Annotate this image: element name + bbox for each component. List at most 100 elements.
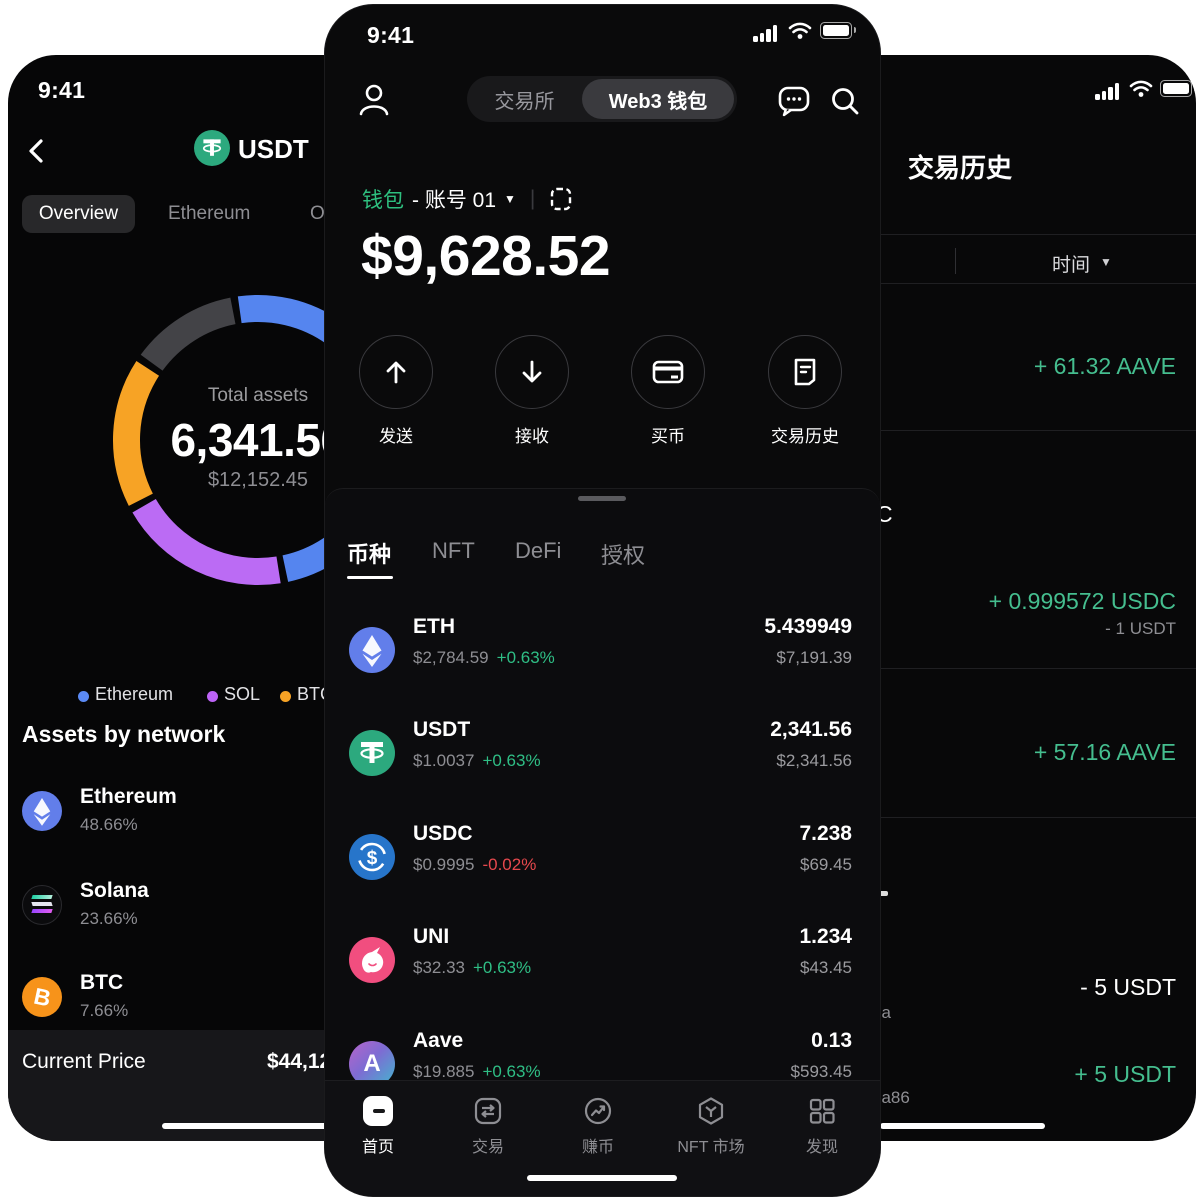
network-name[interactable]: Solana	[80, 879, 149, 902]
segment-web3-wallet[interactable]: Web3 钱包	[582, 79, 734, 119]
account-label[interactable]: - 账号 01	[412, 189, 497, 212]
donut-center-label: Total assets	[207, 385, 309, 406]
coin-value: $7,191.39	[776, 648, 852, 667]
ethereum-icon	[22, 791, 62, 831]
tx-amount[interactable]: + 61.32 AAVE	[1033, 353, 1176, 379]
usdc-icon: $	[349, 834, 395, 880]
nav-label: NFT 市场	[677, 1139, 745, 1156]
chat-icon[interactable]	[777, 85, 813, 117]
action-send[interactable]: 发送	[359, 335, 433, 447]
tab-nft[interactable]: NFT	[432, 538, 475, 563]
legend-label-btc: BTC	[297, 684, 333, 704]
coin-row-uni[interactable]: UNI $32.33 +0.63% 1.234 $43.45	[325, 908, 880, 1012]
home-indicator	[162, 1123, 408, 1129]
network-percent: 7.66%	[80, 1001, 129, 1020]
coin-symbol: USDC	[413, 822, 473, 845]
coin-symbol: USDT	[413, 718, 471, 741]
action-history[interactable]: 交易历史	[768, 335, 842, 447]
legend-label-sol: SOL	[224, 684, 261, 704]
tx-amount[interactable]: + 57.16 AAVE	[1033, 739, 1176, 765]
wifi-icon	[788, 22, 812, 40]
coin-symbol: ETH	[413, 615, 455, 638]
coin-price-line: $0.9995 -0.02%	[413, 855, 536, 875]
legend-dot-sol	[207, 691, 218, 702]
network-name[interactable]: Ethereum	[80, 785, 177, 808]
tx-amount[interactable]: + 5 USDT	[1074, 1061, 1176, 1087]
aave-icon: A	[349, 1041, 395, 1087]
tab-ethereum[interactable]: Ethereum	[168, 203, 251, 224]
legend-dot-ethereum	[78, 691, 89, 702]
coin-price-line: $2,784.59 +0.63%	[413, 648, 555, 668]
coin-row-usdt[interactable]: USDT $1.0037 +0.63% 2,341.56 $2,341.56	[325, 701, 880, 805]
segment-exchange[interactable]: 交易所	[494, 90, 555, 113]
tab-approvals[interactable]: 授权	[601, 543, 646, 568]
tab-defi[interactable]: DeFi	[515, 538, 562, 563]
network-name[interactable]: BTC	[80, 971, 124, 994]
home-indicator	[527, 1175, 677, 1181]
donut-segment-sol	[132, 498, 281, 585]
section-title: Assets by network	[22, 721, 226, 747]
nav-earn[interactable]: 赚币	[543, 1095, 653, 1157]
coin-price: $19.885	[413, 1062, 475, 1081]
home-indicator	[880, 1123, 1045, 1129]
coin-price-line: $19.885 +0.63%	[413, 1062, 541, 1082]
filter-time-caret[interactable]: ▼	[1100, 255, 1112, 269]
coin-change: +0.63%	[482, 1062, 541, 1081]
filter-time[interactable]: 时间	[1052, 255, 1091, 276]
coin-value: $593.45	[790, 1062, 852, 1081]
legend-dot-btc	[280, 691, 291, 702]
arrow-down-icon	[495, 335, 569, 409]
nav-nft-market[interactable]: NFT 市场	[656, 1095, 766, 1157]
coin-price: $0.9995	[413, 855, 475, 874]
coin-row-usdc[interactable]: $ USDC $0.9995 -0.02% 7.238 $69.45	[325, 805, 880, 909]
donut-center-value: 6,341.56	[170, 414, 346, 466]
nav-trade[interactable]: 交易	[433, 1095, 543, 1157]
nav-label: 首页	[361, 1139, 394, 1156]
active-tab-underline	[347, 576, 393, 579]
card-icon	[631, 335, 705, 409]
scan-icon[interactable]	[549, 186, 573, 212]
tx-address-partial: ba86	[872, 1088, 910, 1107]
home-icon	[325, 1095, 433, 1127]
coin-amount: 2,341.56	[770, 718, 852, 741]
nav-home[interactable]: 首页	[325, 1095, 433, 1157]
donut-segment-other	[140, 297, 236, 371]
tx-amount[interactable]: + 0.999572 USDC	[988, 588, 1176, 614]
back-button[interactable]	[24, 133, 58, 173]
divider: |	[529, 187, 536, 210]
coin-row-eth[interactable]: ETH $2,784.59 +0.63% 5.439949 $7,191.39	[325, 598, 880, 702]
action-label: 发送	[379, 427, 413, 446]
bitcoin-icon: B	[22, 977, 62, 1017]
wallet-label: 钱包	[362, 189, 404, 212]
page-title: USDT	[238, 134, 309, 164]
coin-amount: 1.234	[799, 925, 852, 948]
search-icon[interactable]	[829, 85, 861, 117]
svg-text:$: $	[367, 848, 378, 869]
coin-price-line: $32.33 +0.63%	[413, 958, 531, 978]
donut-center-fiat: $12,152.45	[207, 469, 309, 491]
action-receive[interactable]: 接收	[495, 335, 569, 447]
nav-discover[interactable]: 发现	[767, 1095, 877, 1157]
battery-icon	[820, 22, 856, 39]
tab-partial[interactable]: O	[310, 203, 325, 224]
chevron-down-icon[interactable]: ▼	[504, 192, 516, 206]
earn-icon	[543, 1095, 653, 1127]
filter-divider	[955, 248, 956, 274]
sheet-drag-handle[interactable]	[578, 496, 626, 501]
coin-change: -0.02%	[482, 855, 537, 874]
action-label: 买币	[651, 427, 685, 446]
chevron-left-icon	[29, 139, 43, 163]
coin-change: +0.63%	[482, 751, 541, 770]
uni-icon	[349, 937, 395, 983]
tx-amount[interactable]: - 5 USDT	[1080, 974, 1176, 1000]
status-time: 9:41	[367, 22, 415, 48]
current-price-label: Current Price	[22, 1050, 146, 1073]
profile-icon[interactable]	[355, 81, 393, 119]
coin-row-aave[interactable]: A Aave $19.885 +0.63% 0.13 $593.45	[325, 1012, 880, 1116]
action-label: 交易历史	[771, 427, 839, 446]
solana-icon	[22, 885, 62, 925]
tab-overview[interactable]: Overview	[22, 195, 135, 233]
tab-coins[interactable]: 币种	[347, 542, 392, 567]
action-buy[interactable]: 买币	[631, 335, 705, 447]
arrow-up-icon	[359, 335, 433, 409]
